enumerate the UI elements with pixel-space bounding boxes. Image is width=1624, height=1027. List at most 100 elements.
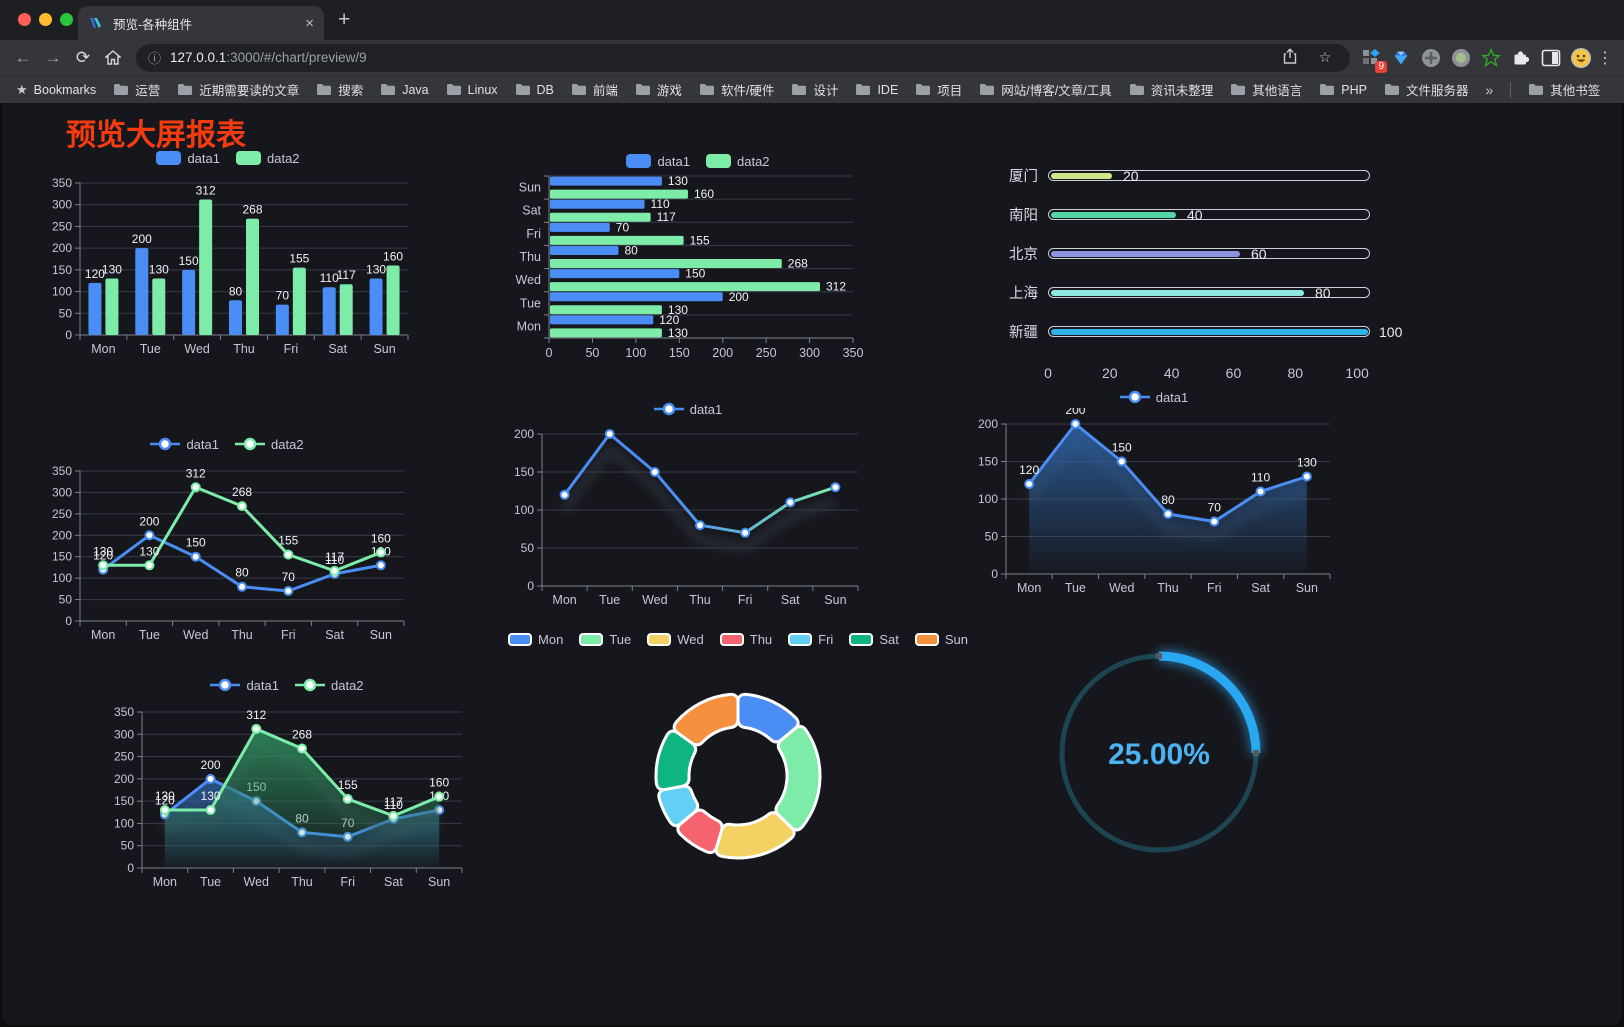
bookmark-item[interactable]: 游戏 xyxy=(635,80,682,99)
bookmark-item[interactable]: 近期需要读的文章 xyxy=(177,80,299,99)
bookmark-item[interactable]: 项目 xyxy=(915,80,962,99)
bookmark-item[interactable]: DB xyxy=(515,83,554,97)
bookmark-item[interactable]: 设计 xyxy=(791,80,838,99)
window-controls[interactable] xyxy=(18,13,73,26)
bookmark-star-icon[interactable]: ☆ xyxy=(1318,49,1332,65)
address-bar[interactable]: ⓘ 127.0.0.1:3000/#/chart/preview/9 ☆ xyxy=(136,43,1350,72)
pie-slice[interactable] xyxy=(672,692,740,747)
bookmarks-overflow-chevron[interactable]: » xyxy=(1485,81,1494,98)
side-panel-icon[interactable] xyxy=(1538,45,1564,71)
svg-text:150: 150 xyxy=(685,267,705,281)
data-point xyxy=(190,551,201,562)
svg-text:200: 200 xyxy=(52,528,72,542)
progress-label: 北京 xyxy=(1009,247,1038,263)
tab-title: 预览-各种组件 xyxy=(113,17,193,32)
svg-text:Sat: Sat xyxy=(522,204,541,218)
data-point xyxy=(740,527,751,538)
gauge-value: 25.00% xyxy=(1108,738,1210,771)
bar xyxy=(322,287,336,335)
extension-gem-icon[interactable] xyxy=(1388,45,1414,71)
forward-icon[interactable]: → xyxy=(44,47,62,67)
svg-text:110: 110 xyxy=(1251,471,1270,485)
browser-tab[interactable]: 预览-各种组件 × xyxy=(78,6,324,40)
legend-item[interactable]: Sun xyxy=(914,632,968,647)
svg-text:Mon: Mon xyxy=(552,593,576,607)
profile-emoji-icon[interactable] xyxy=(1568,45,1594,71)
legend-item[interactable]: Tue xyxy=(579,632,631,647)
tab-close-icon[interactable]: × xyxy=(305,14,314,32)
maximize-window-button[interactable] xyxy=(60,13,73,26)
legend-item[interactable]: data2 xyxy=(236,151,300,166)
bookmarks-star-icon: ★ xyxy=(16,81,28,97)
pie-slice[interactable] xyxy=(657,784,700,828)
bookmark-item[interactable]: 软件/硬件 xyxy=(699,80,774,99)
bar xyxy=(386,265,400,335)
legend-item[interactable]: data1 xyxy=(210,678,279,693)
bookmark-item[interactable]: Linux xyxy=(446,83,498,97)
bookmark-item[interactable]: IDE xyxy=(855,83,898,97)
bookmark-item[interactable]: 搜索 xyxy=(316,80,363,99)
other-bookmarks[interactable]: 其他书签 xyxy=(1528,80,1600,99)
svg-text:Fri: Fri xyxy=(281,628,296,642)
pie-slice[interactable] xyxy=(714,811,796,860)
legend-item[interactable]: data1 xyxy=(150,437,219,452)
legend-item[interactable]: data2 xyxy=(235,437,304,452)
extension-circle-cross-icon[interactable] xyxy=(1418,45,1444,71)
legend-item[interactable]: data2 xyxy=(295,678,364,693)
folder-icon xyxy=(515,84,530,95)
bar xyxy=(199,199,213,335)
svg-text:117: 117 xyxy=(657,210,676,224)
pie-slice[interactable] xyxy=(774,724,822,832)
bookmarks-manager[interactable]: ★ Bookmarks xyxy=(16,82,96,98)
browser-menu-icon[interactable]: ⋮ xyxy=(1597,49,1613,67)
progress-row: 上海 80 xyxy=(1002,285,1370,302)
legend-item[interactable]: data1 xyxy=(626,154,690,169)
close-window-button[interactable] xyxy=(18,13,31,26)
progress-row: 南阳 40 xyxy=(1002,207,1370,224)
legend-item[interactable]: data1 xyxy=(653,402,722,417)
svg-text:150: 150 xyxy=(179,254,199,268)
folder-icon xyxy=(571,84,586,95)
bookmark-item[interactable]: 前端 xyxy=(571,80,618,99)
bar xyxy=(550,212,651,222)
url-path: :3000/#/chart/preview/9 xyxy=(226,50,367,65)
url-text[interactable]: 127.0.0.1:3000/#/chart/preview/9 xyxy=(170,50,367,65)
bookmark-item[interactable]: 资讯未整理 xyxy=(1129,80,1213,99)
bookmark-item[interactable]: 其他语言 xyxy=(1230,80,1302,99)
svg-text:80: 80 xyxy=(235,566,249,580)
pie-slice[interactable] xyxy=(676,808,724,855)
bookmark-item[interactable]: 网站/博客/文章/工具 xyxy=(979,80,1112,99)
legend-item[interactable]: Wed xyxy=(647,632,704,647)
extension-circle-dot-icon[interactable] xyxy=(1448,45,1474,71)
legend-item[interactable]: Mon xyxy=(508,632,563,647)
chart-legend: data1 xyxy=(502,398,874,420)
bookmark-item[interactable]: 文件服务器 xyxy=(1384,80,1468,99)
svg-text:200: 200 xyxy=(52,241,72,255)
svg-text:50: 50 xyxy=(59,593,73,607)
extension-green-star-icon[interactable] xyxy=(1478,45,1504,71)
back-icon[interactable]: ← xyxy=(14,47,32,67)
home-icon[interactable] xyxy=(98,48,128,68)
share-icon[interactable] xyxy=(1277,48,1303,67)
bar xyxy=(550,292,723,302)
legend-item[interactable]: data1 xyxy=(1119,390,1188,405)
svg-text:Fri: Fri xyxy=(738,593,753,607)
bookmark-item[interactable]: Java xyxy=(380,83,429,97)
bookmark-item[interactable]: PHP xyxy=(1319,83,1367,97)
legend-item[interactable]: data2 xyxy=(706,154,770,169)
svg-text:117: 117 xyxy=(384,795,403,809)
legend-item[interactable]: Thu xyxy=(719,632,772,647)
minimize-window-button[interactable] xyxy=(39,13,52,26)
reload-icon[interactable]: ⟳ xyxy=(75,47,91,67)
extensions-puzzle-icon[interactable] xyxy=(1508,45,1534,71)
new-tab-button[interactable]: + xyxy=(338,8,351,31)
progress-value: 100 xyxy=(1379,323,1403,340)
extension-blocks-icon[interactable]: 9 xyxy=(1358,45,1387,73)
pie-slice[interactable] xyxy=(654,729,698,792)
legend-item[interactable]: data1 xyxy=(156,151,220,166)
legend-item[interactable]: Fri xyxy=(788,632,833,647)
svg-text:Sun: Sun xyxy=(370,628,392,642)
legend-item[interactable]: Sat xyxy=(849,632,899,647)
bookmark-item[interactable]: 运营 xyxy=(113,80,160,99)
site-info-icon[interactable]: ⓘ xyxy=(148,51,162,66)
